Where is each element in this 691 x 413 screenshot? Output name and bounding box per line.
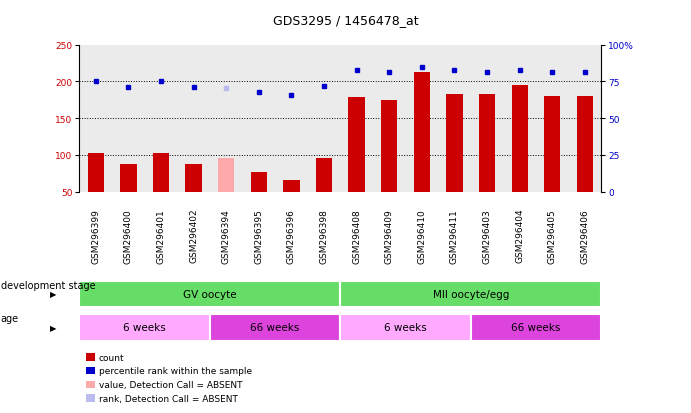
Text: GSM296403: GSM296403 <box>482 208 491 263</box>
Text: GSM296410: GSM296410 <box>417 208 426 263</box>
Bar <box>79 281 340 308</box>
Text: GSM296405: GSM296405 <box>548 208 557 263</box>
Bar <box>348 98 365 192</box>
Text: ▶: ▶ <box>50 290 56 299</box>
Text: GSM296394: GSM296394 <box>222 208 231 263</box>
Text: GSM296396: GSM296396 <box>287 208 296 263</box>
Text: count: count <box>99 353 124 362</box>
Text: GDS3295 / 1456478_at: GDS3295 / 1456478_at <box>273 14 418 27</box>
Bar <box>340 281 601 308</box>
Text: 6 weeks: 6 weeks <box>384 322 427 332</box>
Text: GSM296398: GSM296398 <box>319 208 328 263</box>
Text: 66 weeks: 66 weeks <box>511 322 560 332</box>
Text: GSM296411: GSM296411 <box>450 208 459 263</box>
Text: percentile rank within the sample: percentile rank within the sample <box>99 366 252 375</box>
Text: GSM296401: GSM296401 <box>156 208 165 263</box>
Bar <box>120 164 137 192</box>
Text: GSM296406: GSM296406 <box>580 208 589 263</box>
Bar <box>316 159 332 192</box>
Bar <box>185 164 202 192</box>
Bar <box>210 314 340 341</box>
Text: GSM296404: GSM296404 <box>515 208 524 263</box>
Text: ▶: ▶ <box>50 323 56 332</box>
Bar <box>251 172 267 192</box>
Text: age: age <box>1 313 19 323</box>
Bar <box>414 73 430 192</box>
Text: development stage: development stage <box>1 280 95 290</box>
Bar <box>283 181 300 192</box>
Text: GSM296399: GSM296399 <box>91 208 100 263</box>
Text: GSM296408: GSM296408 <box>352 208 361 263</box>
Text: GSM296402: GSM296402 <box>189 208 198 263</box>
Bar <box>446 95 462 192</box>
Text: GV oocyte: GV oocyte <box>183 289 237 299</box>
Bar <box>544 97 560 192</box>
Bar <box>577 97 593 192</box>
Bar <box>471 314 601 341</box>
Text: GSM296409: GSM296409 <box>385 208 394 263</box>
Text: GSM296395: GSM296395 <box>254 208 263 263</box>
Text: 66 weeks: 66 weeks <box>250 322 300 332</box>
Bar <box>381 100 397 192</box>
Bar <box>218 159 234 192</box>
Text: value, Detection Call = ABSENT: value, Detection Call = ABSENT <box>99 380 243 389</box>
Bar <box>511 86 528 192</box>
Text: MII oocyte/egg: MII oocyte/egg <box>433 289 509 299</box>
Text: rank, Detection Call = ABSENT: rank, Detection Call = ABSENT <box>99 394 238 403</box>
Bar <box>153 153 169 192</box>
Bar <box>79 314 210 341</box>
Text: GSM296400: GSM296400 <box>124 208 133 263</box>
Bar <box>340 314 471 341</box>
Text: 6 weeks: 6 weeks <box>123 322 166 332</box>
Bar <box>88 153 104 192</box>
Bar <box>479 95 495 192</box>
